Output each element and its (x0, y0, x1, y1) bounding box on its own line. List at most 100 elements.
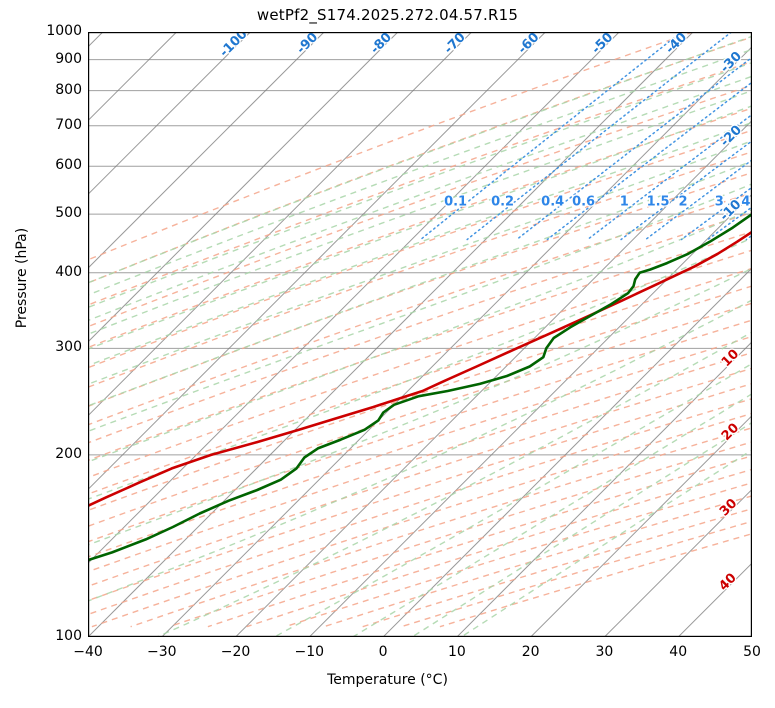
isotherm-label: 40 (716, 571, 739, 594)
x-tick-label-50: 50 (743, 644, 761, 660)
mixing-ratio-label: 3 (715, 195, 724, 210)
mixing-ratio-label: 0.6 (572, 195, 595, 210)
x-tick-label--20: −20 (220, 644, 251, 660)
dry-adiabat-line (88, 267, 752, 495)
isotherm-line (88, 32, 546, 491)
x-tick-label-30: 30 (595, 644, 614, 660)
plot-area: -100 -90 -80 -70 -60 -50 -40 -30 -20 -10 10 20 30 40 0… (88, 32, 752, 637)
mixing-ratio-label: 4 (741, 195, 750, 210)
isotherm-label: -90 (294, 32, 321, 57)
isotherm-label: -70 (442, 32, 469, 57)
y-tick-label-200: 200 (55, 445, 82, 462)
isotherm-label: 10 (719, 347, 742, 370)
isotherm-label: -50 (589, 32, 616, 57)
mixing-ratio-label: 1 (620, 195, 629, 210)
isotherm-label: 20 (719, 421, 742, 444)
x-tick-label--30: −30 (146, 644, 177, 660)
mixing-ratio-label: 0.4 (541, 195, 564, 210)
mixing-ratio-line (466, 32, 733, 241)
isotherm-label: -20 (718, 123, 745, 150)
isotherm-label: -40 (663, 32, 690, 57)
isotherm-line (161, 46, 752, 637)
isotherm-line (382, 267, 752, 637)
dry-adiabat-line (362, 507, 752, 628)
isotherm-line (88, 32, 399, 343)
isotherm-line (235, 119, 752, 637)
moist-adiabat-line (88, 237, 752, 500)
moist-adiabat-line (88, 89, 752, 336)
mixing-ratio-line (586, 113, 752, 241)
y-tick-label-700: 700 (55, 116, 82, 133)
dry-adiabat-line (323, 495, 752, 628)
isotherm-line (88, 32, 325, 269)
isotherm-label: -60 (515, 32, 542, 57)
moist-adiabat-line (352, 392, 752, 637)
x-tick-label-0: 0 (378, 644, 388, 660)
moist-adiabat-line (88, 299, 752, 602)
mixing-ratio-line (680, 186, 752, 241)
isotherm-line (530, 414, 752, 637)
mixing-ratio-line (620, 139, 752, 241)
dry-adiabat-line (88, 32, 694, 261)
skewt-canvas: -100 -90 -80 -70 -60 -50 -40-30-20-10102030400… (88, 32, 752, 637)
dry-adiabat-line (88, 36, 752, 284)
dry-adiabat-line (88, 84, 752, 328)
dry-adiabat-line (88, 211, 752, 444)
moist-adiabat-line (88, 48, 752, 296)
grid-and-traces: -100 -90 -80 -70 -60 -50 -40-30-20-10102030400… (88, 32, 752, 637)
y-tick-label-600: 600 (55, 157, 82, 174)
dry-adiabat-line (88, 249, 752, 479)
y-tick-label-300: 300 (55, 339, 82, 356)
dry-adiabat-line (168, 441, 752, 628)
mixing-ratio-label: 0.2 (491, 195, 514, 210)
moist-adiabat-line (88, 183, 752, 433)
dry-adiabat-line (284, 482, 752, 628)
isotherm-line (604, 488, 752, 637)
isotherm-line (88, 32, 251, 196)
y-tick-label-900: 900 (55, 50, 82, 67)
moist-adiabat-line (88, 139, 752, 386)
dry-adiabat-line (88, 230, 752, 462)
y-axis-ticks: 100 200 300 400 500 600 700 800 900 1000 (24, 0, 82, 708)
y-tick-label-500: 500 (55, 205, 82, 222)
x-tick-label-10: 10 (447, 644, 466, 660)
isotherm-line (88, 32, 694, 637)
mixing-ratio-label: 2 (678, 195, 687, 210)
isotherm-line (308, 193, 752, 637)
y-tick-label-400: 400 (55, 263, 82, 280)
x-tick-label--40: −40 (73, 644, 103, 660)
isotherm-line (88, 32, 177, 122)
dry-adiabat-line (88, 107, 752, 349)
mixing-ratio-label: 0.1 (444, 195, 467, 210)
dry-adiabat-line (91, 412, 752, 628)
y-tick-label-100: 100 (55, 628, 82, 644)
dry-adiabat-line (246, 468, 752, 628)
x-tick-label--10: −10 (294, 644, 325, 660)
y-tick-label-1000: 1000 (46, 23, 82, 39)
plot-frame (88, 32, 752, 637)
moist-adiabat-line (156, 331, 752, 637)
mixing-ratio-line (516, 56, 752, 241)
dry-adiabat-line (88, 192, 752, 426)
moist-adiabat-line (88, 160, 752, 407)
x-tick-label-40: 40 (669, 644, 688, 660)
isotherm-label: -80 (368, 32, 395, 57)
dry-adiabat-line (88, 60, 752, 306)
dry-adiabat-line (88, 151, 752, 388)
moist-adiabat-line (88, 75, 752, 322)
x-axis-label: Temperature (°C) (327, 672, 448, 688)
y-tick-label-800: 800 (55, 81, 82, 98)
dry-adiabat-line (88, 129, 752, 369)
moist-adiabat-line (88, 61, 752, 309)
dewpoint-trace (88, 212, 752, 562)
isotherm-label: -100 (217, 32, 251, 60)
dry-adiabat-line (88, 382, 752, 602)
page-title: wetPf2_S174.2025.272.04.57.R15 (256, 6, 519, 24)
dry-adiabat-line (88, 285, 752, 512)
temperature-trace (88, 230, 752, 508)
moist-adiabat-line (460, 449, 752, 637)
moist-adiabat-line (88, 35, 752, 284)
mixing-ratio-line (419, 32, 683, 241)
isotherm-line (456, 341, 752, 637)
